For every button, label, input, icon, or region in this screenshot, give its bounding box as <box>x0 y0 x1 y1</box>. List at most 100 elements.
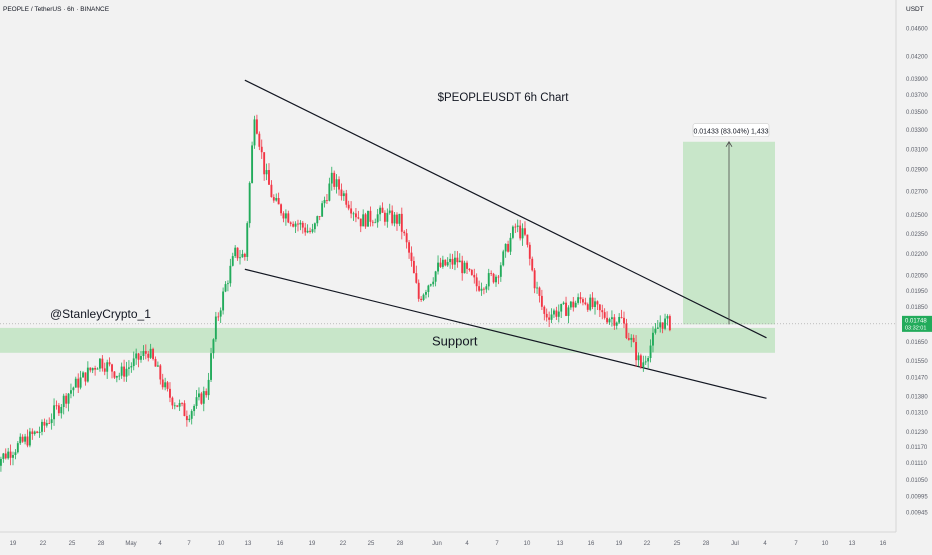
candle-body-30 <box>65 395 68 404</box>
candle-body-214 <box>509 237 512 252</box>
candle-body-94 <box>219 310 222 317</box>
candle-body-18 <box>36 431 39 433</box>
x-tick-label-21: 22 <box>644 541 651 547</box>
candle-body-9 <box>14 452 17 456</box>
candle-body-37 <box>82 372 84 378</box>
candle-body-87 <box>202 391 205 404</box>
candle-body-56 <box>127 367 130 369</box>
measure-label-box <box>692 123 770 138</box>
candle-body-17 <box>33 431 36 435</box>
candle-body-202 <box>480 288 483 291</box>
candle-body-134 <box>316 216 319 224</box>
candle-body-131 <box>309 230 311 232</box>
candle-body-192 <box>456 257 459 263</box>
candle-body-205 <box>487 273 490 287</box>
candle-body-182 <box>432 281 435 285</box>
candle-body-106 <box>248 182 251 224</box>
candle-body-206 <box>490 273 493 274</box>
candle-body-231 <box>550 314 553 320</box>
candle-body-230 <box>548 317 551 320</box>
candle-body-44 <box>98 358 101 369</box>
x-tick-label-24: Jul <box>731 541 739 547</box>
candle-body-144 <box>340 189 343 197</box>
candle-body-243 <box>579 297 582 300</box>
x-tick-label-12: 25 <box>368 541 375 547</box>
candle-body-251 <box>598 304 601 311</box>
chart-title: $PEOPLEUSDT 6h Chart <box>438 92 570 104</box>
candle-body-16 <box>31 431 34 435</box>
y-tick-label-8: 0.02700 <box>906 189 928 195</box>
candle-body-143 <box>338 179 340 190</box>
candle-body-204 <box>485 286 488 290</box>
candle-body-170 <box>403 231 406 234</box>
candle-body-269 <box>642 362 645 368</box>
candle-body-239 <box>569 301 572 308</box>
candle-body-109 <box>255 119 258 134</box>
candle-body-163 <box>386 212 389 222</box>
y-tick-label-17: 0.01470 <box>906 375 928 381</box>
price-tag <box>902 315 932 332</box>
candle-body-91 <box>212 339 215 354</box>
y-tick-label-2: 0.03900 <box>906 77 928 83</box>
candle-body-123 <box>289 222 292 224</box>
candle-body-92 <box>214 316 217 340</box>
candle-body-248 <box>591 297 594 308</box>
candle-body-183 <box>434 271 437 282</box>
candle-body-133 <box>313 223 316 230</box>
candle-body-184 <box>437 262 439 272</box>
candle-body-27 <box>57 405 60 414</box>
candle-body-217 <box>516 225 519 227</box>
price-tag-countdown: 03:32:01 <box>905 325 926 331</box>
x-tick-label-3: 28 <box>98 541 105 547</box>
candle-body-147 <box>347 204 350 209</box>
candle-body-48 <box>108 362 111 365</box>
candle-body-100 <box>234 247 237 257</box>
candle-body-145 <box>342 193 345 197</box>
candle-body-45 <box>101 358 104 369</box>
y-tick-label-3: 0.03700 <box>906 93 928 99</box>
candle-body-66 <box>152 348 155 359</box>
y-tick-label-23: 0.01050 <box>906 478 928 484</box>
y-tick-label-15: 0.01650 <box>906 340 928 346</box>
candle-body-84 <box>195 397 198 406</box>
candle-body-264 <box>630 337 633 340</box>
candle-body-221 <box>526 234 529 245</box>
candle-body-99 <box>231 256 234 266</box>
candle-body-173 <box>410 252 413 261</box>
y-axis-panel <box>896 0 932 550</box>
candle-body-176 <box>417 282 420 299</box>
candle-body-148 <box>350 208 353 214</box>
candle-body-65 <box>149 348 152 358</box>
candle-body-61 <box>140 356 142 360</box>
candle-body-151 <box>357 217 360 219</box>
y-tick-label-24: 0.00995 <box>906 495 928 501</box>
candle-body-168 <box>398 213 401 224</box>
candle-body-268 <box>639 355 642 368</box>
y-tick-label-19: 0.01310 <box>906 411 928 417</box>
symbol-header: PEOPLE / TetherUS · 6h · BINANCE <box>3 6 110 13</box>
candle-body-58 <box>132 358 135 367</box>
candle-body-166 <box>393 214 396 224</box>
candle-body-127 <box>299 222 302 225</box>
candle-body-28 <box>60 406 63 414</box>
candle-body-135 <box>318 216 321 217</box>
candle-body-62 <box>142 351 145 357</box>
candle-body-76 <box>176 405 179 407</box>
candle-body-220 <box>524 228 526 235</box>
x-tick-label-19: 16 <box>588 541 595 547</box>
candle-body-165 <box>391 210 394 224</box>
candle-body-188 <box>446 262 449 266</box>
candle-body-137 <box>323 200 326 204</box>
candle-body-209 <box>497 276 500 278</box>
candle-body-238 <box>567 307 570 316</box>
candle-body-174 <box>412 260 415 274</box>
x-tick-label-4: May <box>125 541 136 547</box>
candle-body-237 <box>565 302 567 316</box>
x-tick-label-25: 4 <box>763 541 767 547</box>
candle-body-34 <box>74 378 77 388</box>
candle-body-175 <box>415 273 418 283</box>
candle-body-121 <box>284 213 287 219</box>
candle-body-270 <box>644 361 647 363</box>
